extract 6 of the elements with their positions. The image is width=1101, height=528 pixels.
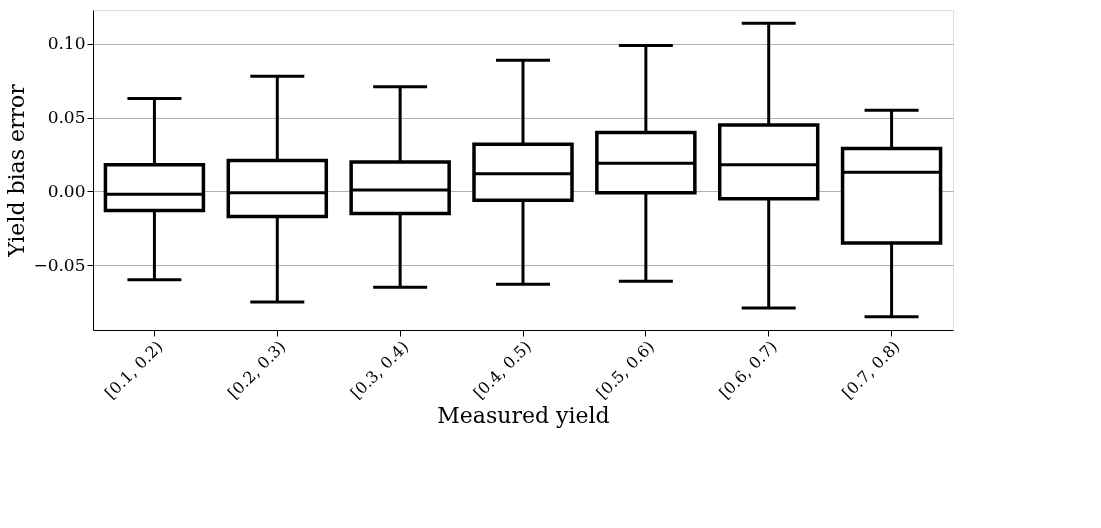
y-tick-label: 0.10 <box>47 33 86 54</box>
y-axis-title: Yield bias error <box>4 83 30 258</box>
y-tick-label: 0.00 <box>47 180 86 201</box>
y-tick-label: −0.05 <box>33 254 86 275</box>
x-axis-title: Measured yield <box>437 402 610 428</box>
y-tick-label: 0.05 <box>47 107 86 128</box>
